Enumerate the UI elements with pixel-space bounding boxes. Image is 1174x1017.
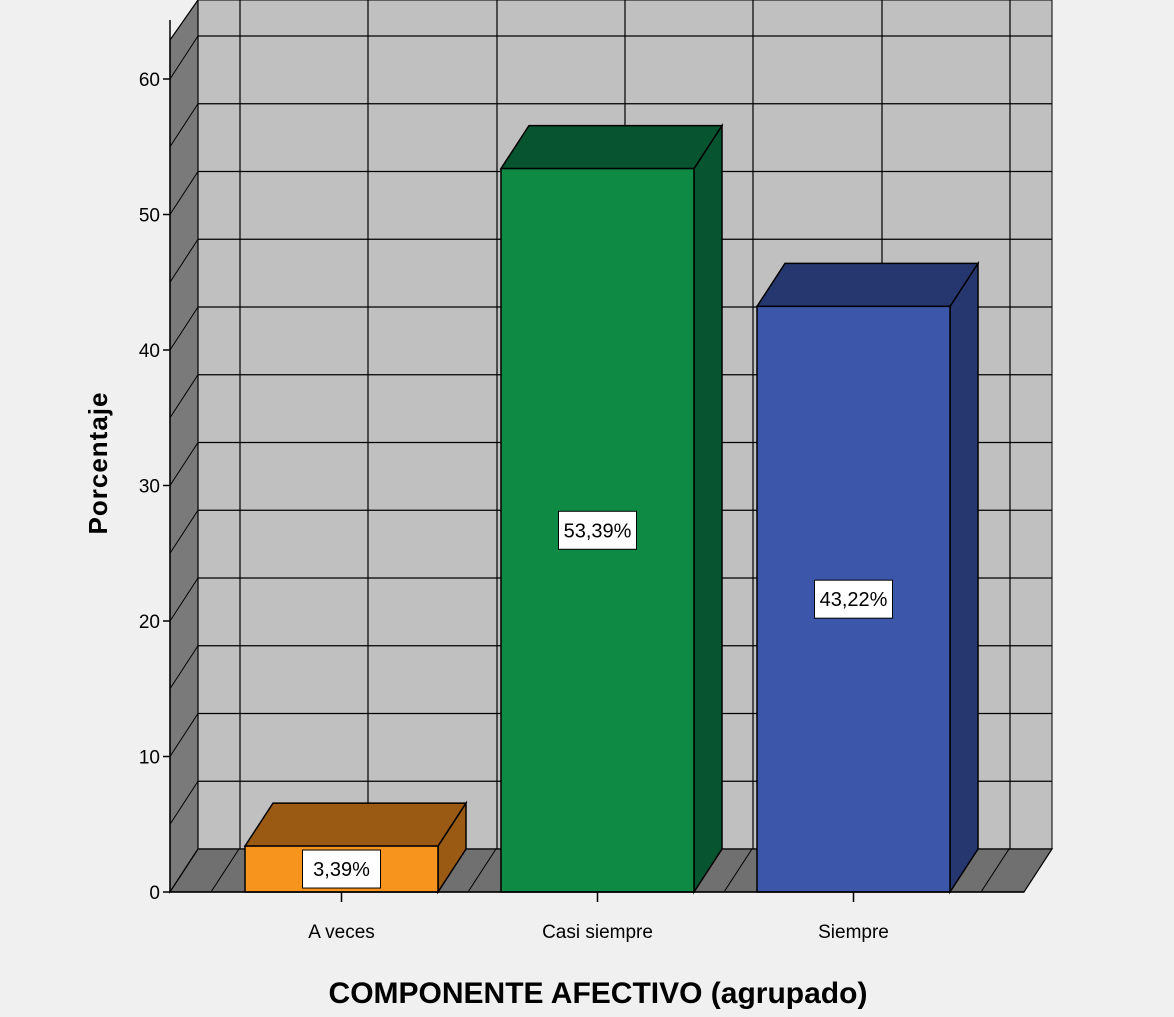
data-label: 3,39% — [313, 859, 370, 881]
x-axis-title: COMPONENTE AFECTIVO (agrupado) — [329, 977, 868, 1010]
gridline-side — [169, 645, 199, 690]
bar-top — [243, 802, 468, 847]
data-label-box: 43,22% — [814, 579, 893, 619]
bar-group: 43,22% — [755, 260, 980, 895]
bar-side — [693, 123, 723, 895]
gridline-side — [169, 509, 199, 554]
axis-labels: Porcentaje COMPONENTE AFECTIVO (agrupado… — [83, 392, 867, 1010]
bar-group: 3,39% — [243, 800, 468, 895]
floor-gridline — [980, 848, 1010, 893]
y-tick-label: 60 — [139, 70, 160, 91]
gridline-side — [169, 577, 199, 622]
gridline-side — [169, 171, 199, 215]
y-tick-label: 40 — [139, 341, 160, 362]
side-wall — [169, 0, 199, 895]
gridline-side — [169, 306, 199, 351]
bars: 3,39% 53,39% 43,22% — [243, 123, 980, 895]
data-label-box: 53,39% — [558, 510, 637, 550]
y-tick-label: 0 — [149, 883, 160, 904]
floor-gridline — [723, 848, 753, 893]
x-tick-label: A veces — [308, 922, 375, 943]
gridline-side — [169, 374, 199, 419]
x-tick-label: Siempre — [818, 922, 889, 943]
data-label: 53,39% — [564, 520, 632, 542]
bar-top — [499, 124, 724, 170]
bar-side — [949, 260, 979, 895]
data-label-background — [302, 849, 381, 889]
x-tick-label: Casi siempre — [542, 922, 653, 943]
y-axis-title: Porcentaje — [83, 392, 113, 535]
y-tick-label: 50 — [139, 206, 160, 227]
gridline-side — [169, 238, 199, 283]
data-label-background — [814, 579, 893, 619]
y-tick-label: 10 — [139, 748, 160, 769]
data-label-box: 3,39% — [302, 849, 381, 889]
gridline-side — [169, 713, 199, 757]
axes: 0 10 20 30 40 50 60 A veces Casi siempre Siempre — [139, 20, 1024, 943]
gridline-side — [169, 35, 199, 80]
floor-gridline — [210, 848, 240, 893]
y-tick-label: 30 — [139, 477, 160, 498]
floor-gridline — [467, 848, 497, 893]
gridline-side — [169, 780, 199, 825]
bar-group: 53,39% — [499, 123, 724, 895]
gridline-side — [169, 103, 199, 148]
gridline-side — [169, 442, 199, 486]
bar-top — [755, 262, 980, 308]
data-label: 43,22% — [820, 589, 888, 611]
y-tick-label: 20 — [139, 612, 160, 633]
data-label-background — [558, 510, 637, 550]
